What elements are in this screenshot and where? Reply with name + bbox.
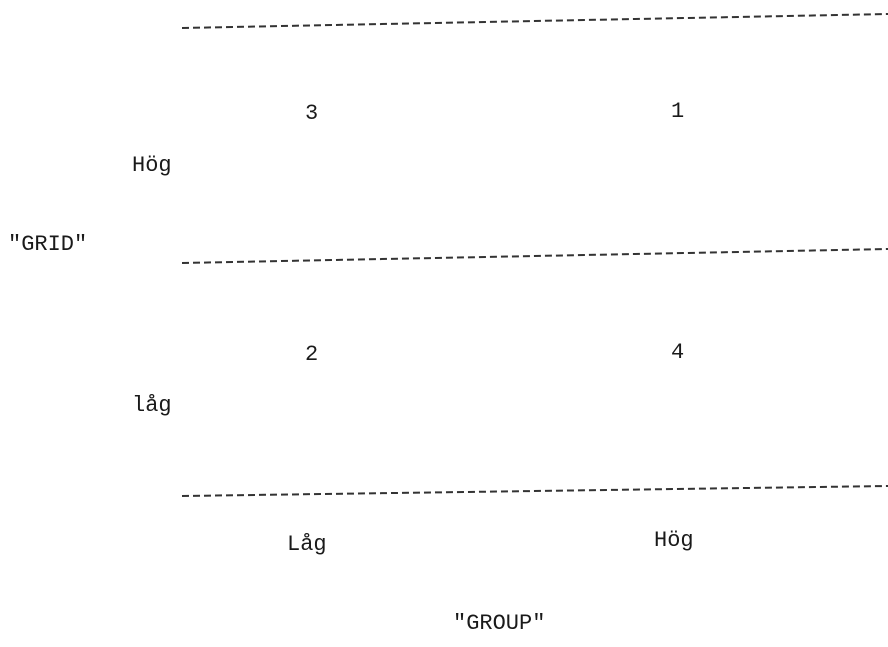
quadrant-number-top-right: 1 [671,99,685,124]
x-axis-title: "GROUP" [453,611,546,636]
top-dashed-line [181,13,888,29]
middle-dashed-line [181,248,888,264]
y-axis-level-low: låg [132,393,172,418]
x-axis-level-low: Låg [287,532,327,557]
y-axis-title: "GRID" [8,232,88,257]
quadrant-number-top-left: 3 [305,101,319,126]
y-axis-level-high: Hög [132,153,172,178]
bottom-dashed-line [181,485,888,497]
quadrant-number-bottom-right: 4 [671,340,685,365]
x-axis-level-high: Hög [654,528,694,553]
quadrant-number-bottom-left: 2 [305,342,319,367]
